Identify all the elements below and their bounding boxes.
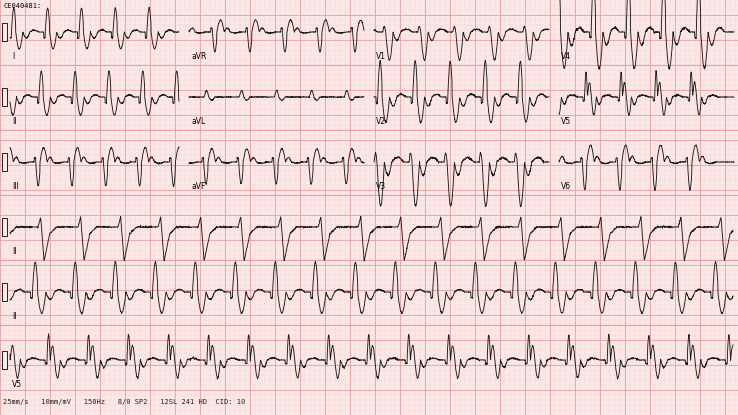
Text: II: II xyxy=(12,312,16,321)
Text: V6: V6 xyxy=(561,182,571,191)
Text: V4: V4 xyxy=(561,52,571,61)
Bar xyxy=(2,88,7,106)
Text: I: I xyxy=(12,52,14,61)
Text: V5: V5 xyxy=(12,380,22,389)
Text: V5: V5 xyxy=(561,117,571,126)
Text: V2: V2 xyxy=(376,117,386,126)
Bar xyxy=(2,351,7,369)
Bar xyxy=(2,218,7,236)
Text: V3: V3 xyxy=(376,182,386,191)
Text: aVL: aVL xyxy=(191,117,205,126)
Bar xyxy=(2,23,7,41)
Text: 25mm/s   10mm/mV   150Hz   8/0 SP2   12SL 241 HD  CID: 10: 25mm/s 10mm/mV 150Hz 8/0 SP2 12SL 241 HD… xyxy=(3,399,245,405)
Bar xyxy=(2,153,7,171)
Text: II: II xyxy=(12,117,16,126)
Text: CE040481:: CE040481: xyxy=(3,3,41,9)
Bar xyxy=(2,283,7,301)
Text: II: II xyxy=(12,247,16,256)
Text: V1: V1 xyxy=(376,52,386,61)
Text: aVF: aVF xyxy=(191,182,205,191)
Text: III: III xyxy=(12,182,18,191)
Text: aVR: aVR xyxy=(191,52,207,61)
